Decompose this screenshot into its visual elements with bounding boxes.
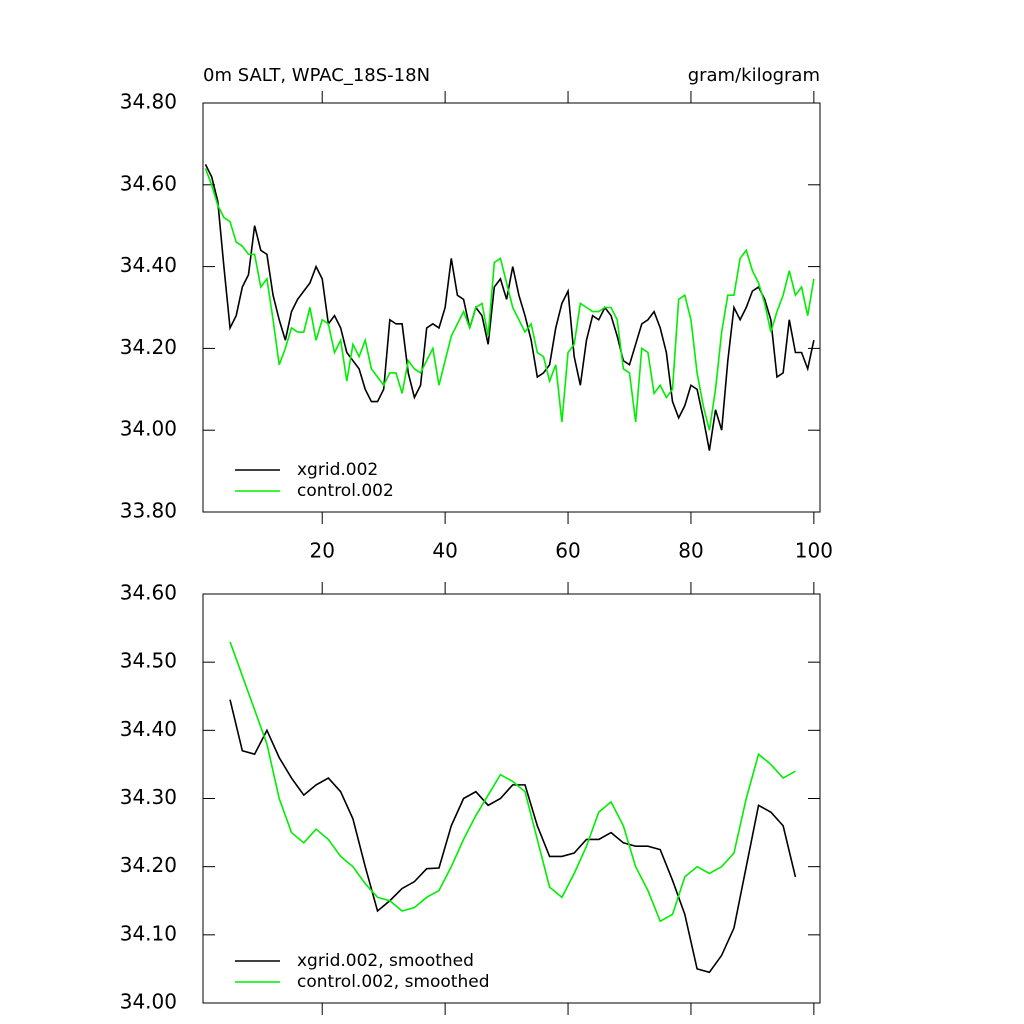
- y-tick-label: 34.80: [120, 90, 177, 114]
- y-tick-label: 34.40: [120, 717, 177, 741]
- y-tick-label: 34.30: [120, 785, 177, 809]
- series-line: [204, 163, 815, 451]
- series-line: [204, 168, 815, 431]
- legend-label: control.002, smoothed: [297, 972, 490, 992]
- units-label: gram/kilogram: [688, 65, 820, 86]
- y-tick-label: 34.00: [120, 990, 177, 1014]
- y-tick-label: 33.80: [120, 499, 177, 523]
- y-tick-label: 34.50: [120, 649, 177, 673]
- y-tick-label: 34.20: [120, 853, 177, 877]
- series-line: [229, 699, 797, 974]
- x-tick-label: 100: [795, 539, 833, 563]
- legend-label: xgrid.002, smoothed: [297, 951, 474, 971]
- y-tick-label: 34.40: [120, 253, 177, 277]
- x-tick-label: 20: [309, 539, 334, 563]
- x-tick-label: 40: [432, 539, 457, 563]
- chart-title: 0m SALT, WPAC_18S-18N: [203, 65, 430, 86]
- y-tick-label: 34.60: [120, 581, 177, 605]
- y-tick-label: 34.20: [120, 335, 177, 359]
- y-tick-label: 34.10: [120, 921, 177, 945]
- series-line: [229, 641, 796, 923]
- x-tick-label: 80: [678, 539, 703, 563]
- y-tick-label: 34.60: [120, 171, 177, 195]
- plot-frame: [202, 102, 821, 513]
- legend-label: xgrid.002: [297, 460, 378, 480]
- y-tick-label: 34.00: [120, 417, 177, 441]
- legend-label: control.002: [297, 481, 394, 501]
- x-tick-label: 60: [555, 539, 580, 563]
